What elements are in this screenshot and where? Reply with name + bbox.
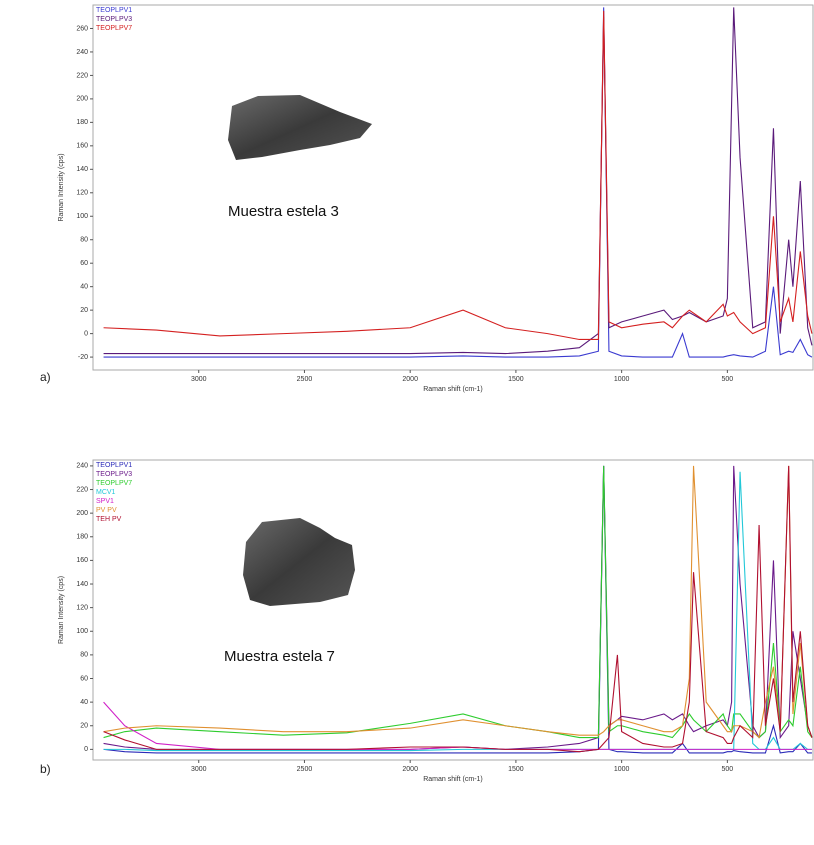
y-tick-label: 240: [76, 49, 88, 56]
y-tick-label: 40: [80, 699, 88, 706]
legend-entry: MCV1: [96, 489, 116, 496]
x-tick-label: 1000: [614, 766, 630, 773]
panel-label: b): [40, 762, 51, 776]
y-tick-label: 180: [76, 534, 88, 541]
x-tick-label: 3000: [191, 376, 207, 383]
y-tick-label: 140: [76, 581, 88, 588]
x-tick-label: 1500: [508, 766, 524, 773]
x-axis-label: Raman shift (cm-1): [423, 776, 483, 783]
x-tick-label: 1500: [508, 376, 524, 383]
y-tick-label: 120: [76, 190, 88, 197]
legend-entry: TEOPLPV3: [96, 16, 132, 23]
y-tick-label: 220: [76, 486, 88, 493]
plot-area: [93, 5, 813, 370]
y-tick-label: 0: [84, 746, 88, 753]
y-tick-label: 40: [80, 284, 88, 291]
x-tick-label: 2500: [297, 376, 313, 383]
x-tick-label: 3000: [191, 766, 207, 773]
y-tick-label: 220: [76, 72, 88, 79]
y-tick-label: 240: [76, 463, 88, 470]
y-tick-label: 140: [76, 166, 88, 173]
annotation: Muestra estela 7: [224, 648, 335, 665]
y-tick-label: 160: [76, 557, 88, 564]
y-tick-label: 200: [76, 96, 88, 103]
legend-entry: TEOPLPV1: [96, 462, 132, 469]
y-tick-label: 160: [76, 143, 88, 150]
figure: Muestra estela 3 Muestra estela 7 a) b) …: [0, 0, 814, 845]
y-tick-label: 180: [76, 119, 88, 126]
legend-entry: TEOPLPV7: [96, 25, 132, 32]
x-tick-label: 500: [722, 376, 734, 383]
annotation: Muestra estela 3: [228, 203, 339, 220]
legend-entry: TEOPLPV3: [96, 471, 132, 478]
legend-entry: PV PV: [96, 507, 117, 514]
y-tick-label: 20: [80, 307, 88, 314]
y-tick-label: 60: [80, 675, 88, 682]
y-tick-label: 0: [84, 330, 88, 337]
y-tick-label: 120: [76, 604, 88, 611]
x-tick-label: 2000: [402, 376, 418, 383]
y-tick-label: 80: [80, 652, 88, 659]
legend-entry: SPV1: [96, 498, 114, 505]
legend-entry: TEOPLPV7: [96, 480, 132, 487]
x-axis-label: Raman shift (cm-1): [423, 386, 483, 393]
legend-entry: TEH PV: [96, 516, 122, 523]
y-tick-label: 80: [80, 237, 88, 244]
x-tick-label: 500: [722, 766, 734, 773]
y-tick-label: 100: [76, 213, 88, 220]
y-axis-label: Raman Intensity (cps): [58, 576, 65, 644]
y-tick-label: 260: [76, 25, 88, 32]
legend-entry: TEOPLPV1: [96, 7, 132, 14]
y-axis-label: Raman Intensity (cps): [58, 153, 65, 221]
y-tick-label: 60: [80, 260, 88, 267]
panel-label: a): [40, 370, 51, 384]
y-tick-label: -20: [78, 354, 88, 361]
x-tick-label: 1000: [614, 376, 630, 383]
y-tick-label: 20: [80, 723, 88, 730]
y-tick-label: 200: [76, 510, 88, 517]
y-tick-label: 100: [76, 628, 88, 635]
x-tick-label: 2000: [402, 766, 418, 773]
x-tick-label: 2500: [297, 766, 313, 773]
